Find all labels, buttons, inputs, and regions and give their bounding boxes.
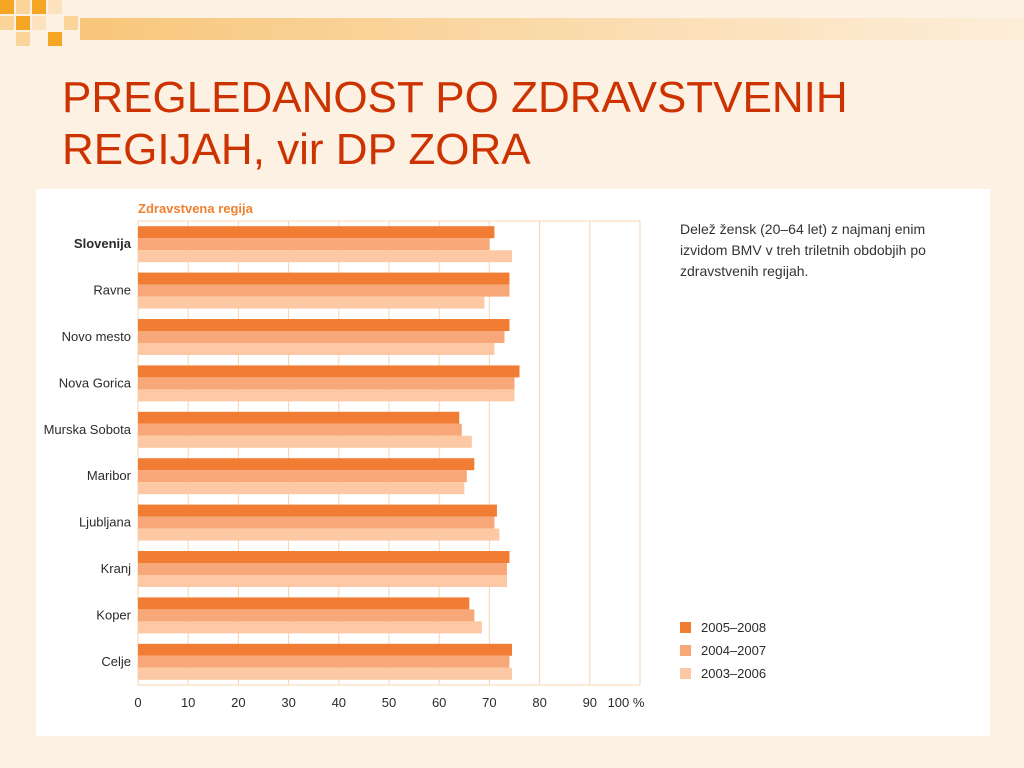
decorative-square (0, 16, 14, 30)
legend-label: 2004–2007 (701, 643, 767, 658)
legend-item: 2005–2008 (680, 616, 880, 639)
bar (138, 284, 510, 297)
x-tick-label: 80 (532, 695, 546, 710)
bar (138, 575, 507, 587)
category-label: Celje (101, 654, 131, 669)
bar (138, 609, 475, 622)
category-label: Koper (96, 607, 131, 622)
legend-item: 2003–2006 (680, 662, 880, 685)
decorative-square (64, 16, 78, 30)
x-tick-label: 70 (482, 695, 496, 710)
bar (138, 667, 512, 680)
bar (138, 470, 467, 483)
legend-swatch (680, 622, 691, 633)
bar (138, 389, 515, 402)
decorative-square (48, 0, 62, 14)
bar (138, 482, 465, 495)
decorative-square (0, 0, 14, 14)
bar (138, 516, 495, 529)
bar (138, 423, 462, 436)
x-tick-label: 10 (181, 695, 195, 710)
bar (138, 226, 495, 239)
bar (138, 504, 497, 517)
bar (138, 331, 505, 343)
category-label: Kranj (101, 561, 131, 576)
bar (138, 551, 510, 563)
bar (138, 597, 470, 610)
bar (138, 528, 500, 541)
category-label: Ljubljana (79, 515, 132, 530)
legend-swatch (680, 645, 691, 656)
x-tick-label: 60 (432, 695, 446, 710)
bar (138, 435, 472, 448)
bar (138, 458, 475, 471)
bar (138, 272, 510, 285)
decorative-square (48, 32, 62, 46)
decorative-square (16, 16, 30, 30)
bar (138, 411, 460, 424)
x-tick-label: 40 (332, 695, 346, 710)
x-tick-label: 100 % (608, 695, 645, 710)
bar (138, 296, 485, 309)
category-label: Slovenija (74, 236, 132, 251)
x-tick-label: 0 (134, 695, 141, 710)
legend-swatch (680, 668, 691, 679)
x-tick-label: 50 (382, 695, 396, 710)
category-label: Nova Gorica (59, 375, 132, 390)
decorative-header-band (0, 0, 1024, 46)
bar (138, 365, 520, 378)
category-label: Novo mesto (62, 329, 131, 344)
decorative-square (32, 16, 46, 30)
bar (138, 621, 482, 634)
chart-card: 0 10 20 30 40 50 60 70 80 90 100 % Slovenija Ravne No… (36, 189, 990, 736)
bar (138, 319, 510, 331)
bar (138, 643, 512, 656)
bar (138, 655, 510, 668)
category-label: Ravne (93, 283, 131, 298)
bar-layer (138, 226, 520, 680)
x-tick-label: 30 (281, 695, 295, 710)
yaxis-title: Zdravstvena regija (138, 201, 254, 216)
bar (138, 250, 512, 263)
bar (138, 563, 507, 575)
chart-caption: Delež žensk (20–64 let) z najmanj enim i… (680, 221, 926, 279)
bar (138, 238, 490, 251)
x-tick-label: 20 (231, 695, 245, 710)
decorative-strip (80, 18, 1024, 40)
decorative-square (16, 0, 30, 14)
slide-title: PREGLEDANOST PO ZDRAVSTVENIH REGIJAH, vi… (62, 73, 848, 174)
decorative-square (16, 32, 30, 46)
legend-label: 2005–2008 (701, 620, 767, 635)
bar-chart: 0 10 20 30 40 50 60 70 80 90 100 % Slovenija Ravne No… (44, 201, 645, 710)
bar (138, 377, 515, 390)
chart-legend: 2005–2008 2004–2007 2003–2006 (680, 616, 880, 685)
x-tick-label: 90 (583, 695, 597, 710)
legend-label: 2003–2006 (701, 666, 767, 681)
bar (138, 343, 495, 355)
decorative-square (32, 0, 46, 14)
label-layer: 0 10 20 30 40 50 60 70 80 90 100 % Slovenija Ravne No… (44, 236, 645, 710)
legend-item: 2004–2007 (680, 639, 880, 662)
category-label: Murska Sobota (44, 422, 132, 437)
category-label: Maribor (87, 468, 132, 483)
